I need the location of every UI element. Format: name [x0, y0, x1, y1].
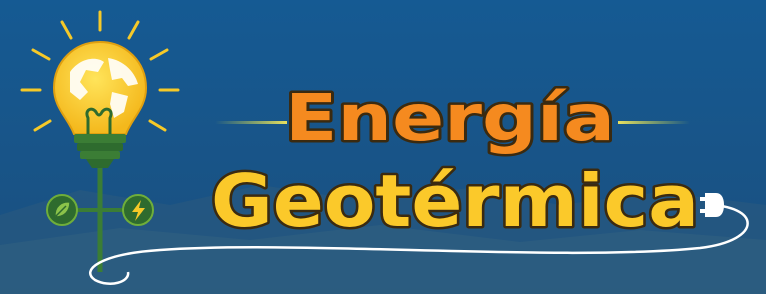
- title-line-1: Energía: [285, 82, 615, 156]
- banner: Energía Geotérmica: [0, 0, 766, 294]
- title-line-2: Geotérmica: [211, 159, 699, 243]
